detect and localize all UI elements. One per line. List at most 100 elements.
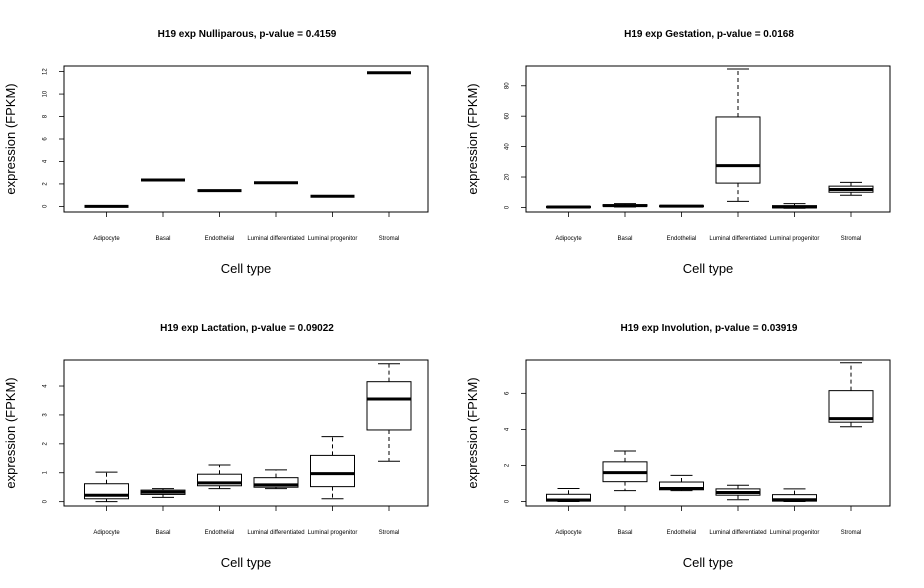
x-tick-label: Basal	[155, 530, 170, 536]
box-endothelial	[659, 474, 704, 492]
box-iqr	[197, 473, 242, 487]
x-axis-categories: Adipocyte Basal Endothelial Luminal differe…	[555, 212, 861, 242]
y-axis-label: expression (FPKM)	[465, 377, 480, 488]
y-axis: 0 2 4 6 8 10 12	[43, 68, 64, 208]
box-endothelial	[659, 204, 704, 208]
y-tick-label: 40	[505, 143, 511, 150]
box-basal	[602, 450, 648, 492]
y-tick-label: 2	[505, 463, 511, 467]
y-axis-label: expression (FPKM)	[465, 83, 480, 194]
panel-nulliparous: H19 exp Nulliparous, p-value = 0.4159 0 2…	[3, 29, 429, 276]
y-axis: 0 20 40 60 80	[505, 82, 526, 209]
y-tick-label: 80	[505, 82, 511, 89]
x-axis-categories: Adipocyte Basal Endothelial Luminal differe…	[93, 212, 399, 242]
x-tick-label: Endothelial	[667, 530, 697, 536]
y-tick-label: 10	[43, 90, 49, 97]
box-luminal-differentiated	[715, 484, 761, 501]
x-tick-label: Adipocyte	[555, 236, 582, 242]
panel-gestation: H19 exp Gestation, p-value = 0.0168 0 20 4…	[465, 29, 891, 276]
x-axis-label: Cell type	[221, 555, 272, 570]
x-tick-label: Adipocyte	[93, 236, 120, 242]
x-tick-label: Luminal progenitor	[770, 530, 820, 536]
y-tick-label: 0	[505, 205, 511, 209]
x-axis-label: Cell type	[683, 261, 734, 276]
x-tick-label: Luminal differentiated	[709, 236, 766, 242]
y-tick-label: 3	[43, 413, 49, 417]
box-luminal-differentiated	[715, 68, 761, 202]
box-stromal	[366, 363, 412, 462]
y-axis: 0 1 2 3 4	[43, 384, 64, 503]
x-tick-label: Stromal	[841, 236, 862, 242]
y-axis-label: expression (FPKM)	[3, 83, 18, 194]
x-tick-label: Endothelial	[205, 236, 235, 242]
y-axis: 0 2 4 6	[505, 391, 526, 503]
x-axis-categories: Adipocyte Basal Endothelial Luminal differe…	[555, 506, 861, 536]
y-tick-label: 4	[43, 384, 49, 388]
x-tick-label: Luminal progenitor	[308, 236, 358, 242]
box-iqr	[715, 116, 761, 184]
panel-title: H19 exp Nulliparous, p-value = 0.4159	[158, 29, 337, 40]
box-basal	[602, 203, 648, 208]
box-basal	[140, 488, 186, 498]
x-tick-label: Stromal	[379, 236, 400, 242]
x-tick-label: Endothelial	[667, 236, 697, 242]
panel-title: H19 exp Lactation, p-value = 0.09022	[160, 323, 334, 334]
box-adipocyte	[84, 471, 129, 503]
y-tick-label: 20	[505, 173, 511, 180]
y-tick-label: 4	[505, 427, 511, 431]
boxplots	[84, 363, 412, 503]
y-axis-label: expression (FPKM)	[3, 377, 18, 488]
boxplots	[84, 71, 411, 208]
y-tick-label: 0	[505, 499, 511, 503]
x-tick-label: Luminal differentiated	[709, 530, 766, 536]
box-iqr	[253, 477, 299, 488]
x-axis-label: Cell type	[221, 261, 272, 276]
box-luminal-progenitor	[772, 203, 817, 209]
y-tick-label: 8	[43, 114, 49, 118]
box-luminal-differentiated	[253, 469, 299, 490]
box-iqr	[366, 381, 412, 431]
x-axis-categories: Adipocyte Basal Endothelial Luminal differe…	[93, 506, 399, 536]
y-tick-label: 0	[43, 204, 49, 208]
y-tick-label: 2	[43, 442, 49, 446]
x-tick-label: Basal	[617, 236, 632, 242]
x-tick-label: Basal	[155, 236, 170, 242]
y-tick-label: 60	[505, 112, 511, 119]
y-tick-label: 12	[43, 68, 49, 75]
panel-title: H19 exp Gestation, p-value = 0.0168	[624, 29, 794, 40]
plot-frame	[525, 359, 891, 507]
x-tick-label: Luminal progenitor	[308, 530, 358, 536]
plot-frame	[525, 65, 891, 213]
y-tick-label: 4	[43, 159, 49, 163]
x-tick-label: Stromal	[379, 530, 400, 536]
plot-frame	[63, 359, 429, 507]
y-tick-label: 2	[43, 182, 49, 186]
x-tick-label: Adipocyte	[93, 530, 120, 536]
y-tick-label: 0	[43, 499, 49, 503]
boxplots	[546, 68, 874, 209]
panel-involution: H19 exp Involution, p-value = 0.03919 0 2…	[465, 323, 891, 570]
box-iqr	[84, 483, 129, 500]
box-iqr	[310, 454, 355, 488]
box-luminal-progenitor	[772, 488, 817, 502]
box-iqr	[828, 390, 874, 423]
x-tick-label: Stromal	[841, 530, 862, 536]
box-endothelial	[197, 464, 242, 490]
box-stromal	[828, 181, 874, 196]
box-adipocyte	[546, 488, 591, 502]
box-adipocyte	[546, 205, 591, 209]
y-tick-label: 1	[43, 470, 49, 474]
x-tick-label: Luminal progenitor	[770, 236, 820, 242]
x-tick-label: Luminal differentiated	[247, 530, 304, 536]
x-tick-label: Endothelial	[205, 530, 235, 536]
panel-title: H19 exp Involution, p-value = 0.03919	[620, 323, 797, 334]
box-stromal	[828, 362, 874, 428]
y-tick-label: 6	[505, 391, 511, 395]
box-luminal-progenitor	[310, 436, 355, 500]
panel-lactation: H19 exp Lactation, p-value = 0.09022 0 1 2…	[3, 323, 429, 570]
x-tick-label: Luminal differentiated	[247, 236, 304, 242]
x-axis-label: Cell type	[683, 555, 734, 570]
y-tick-label: 6	[43, 137, 49, 141]
boxplots	[546, 362, 874, 502]
